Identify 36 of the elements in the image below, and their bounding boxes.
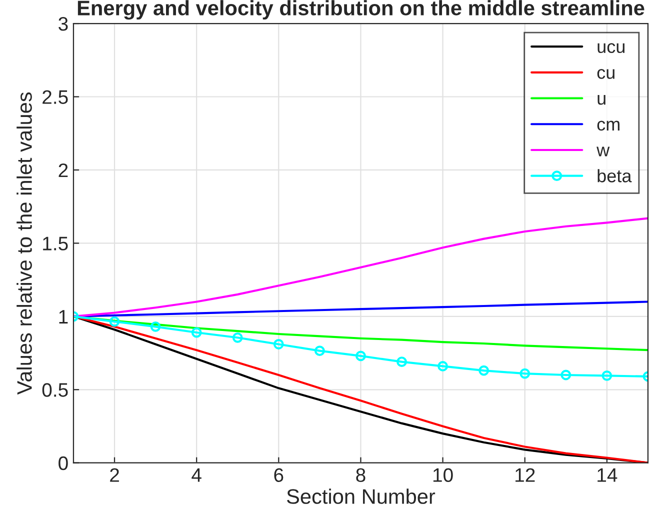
y-tick-label: 1 (59, 310, 68, 324)
point (602, 370, 612, 381)
y-tick-label: 2 (58, 163, 68, 178)
x-tick-label: 12 (516, 468, 535, 482)
legend-label: u (598, 95, 606, 105)
point (560, 370, 572, 380)
point (109, 316, 120, 327)
y-tick-label: 0 (58, 456, 68, 470)
x-axis-title: Section Number (286, 488, 436, 504)
point (314, 346, 325, 356)
y-tick-label: 3 (58, 17, 68, 31)
legend-label: cu (597, 69, 614, 79)
point (438, 360, 448, 372)
chart-title: Energy and velocity distribution on the middle streamline (78, 0, 644, 20)
point (232, 332, 243, 343)
legend-label: w (596, 146, 610, 156)
legend-label: ucu (598, 43, 624, 54)
y-tick-label: 2.5 (42, 90, 68, 104)
legend-label: cm (597, 120, 620, 131)
point (356, 350, 366, 362)
point (273, 339, 284, 350)
x-tick-label: 8 (356, 468, 366, 482)
point (520, 368, 530, 379)
y-axis-title: Values relative to the inlet values (16, 92, 32, 395)
x-tick-label: 6 (274, 468, 284, 482)
point (150, 321, 161, 332)
y-tick-label: 1.5 (43, 236, 68, 250)
y-tick-label: 0.5 (42, 383, 68, 397)
x-tick-label: 4 (192, 468, 202, 482)
point (396, 356, 407, 368)
point (191, 327, 202, 338)
x-tick-label: 10 (433, 468, 453, 482)
point (478, 365, 490, 376)
x-tick-label: 14 (598, 468, 618, 482)
legend-label: beta (598, 169, 632, 182)
x-tick-label: 2 (110, 468, 119, 482)
